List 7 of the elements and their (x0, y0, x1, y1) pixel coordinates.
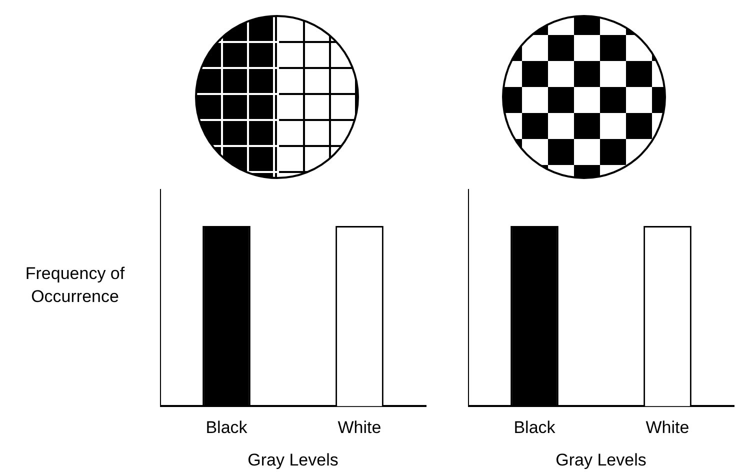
x-tick-label: Black (206, 418, 248, 438)
x-tick-label: White (646, 418, 690, 438)
y-axis-title: Frequency of Occurrence (24, 263, 126, 308)
x-axis-title: Gray Levels (556, 450, 646, 470)
x-axis-title: Gray Levels (248, 450, 338, 470)
x-tick-label: White (338, 418, 382, 438)
x-tick-label: Black (514, 418, 556, 438)
